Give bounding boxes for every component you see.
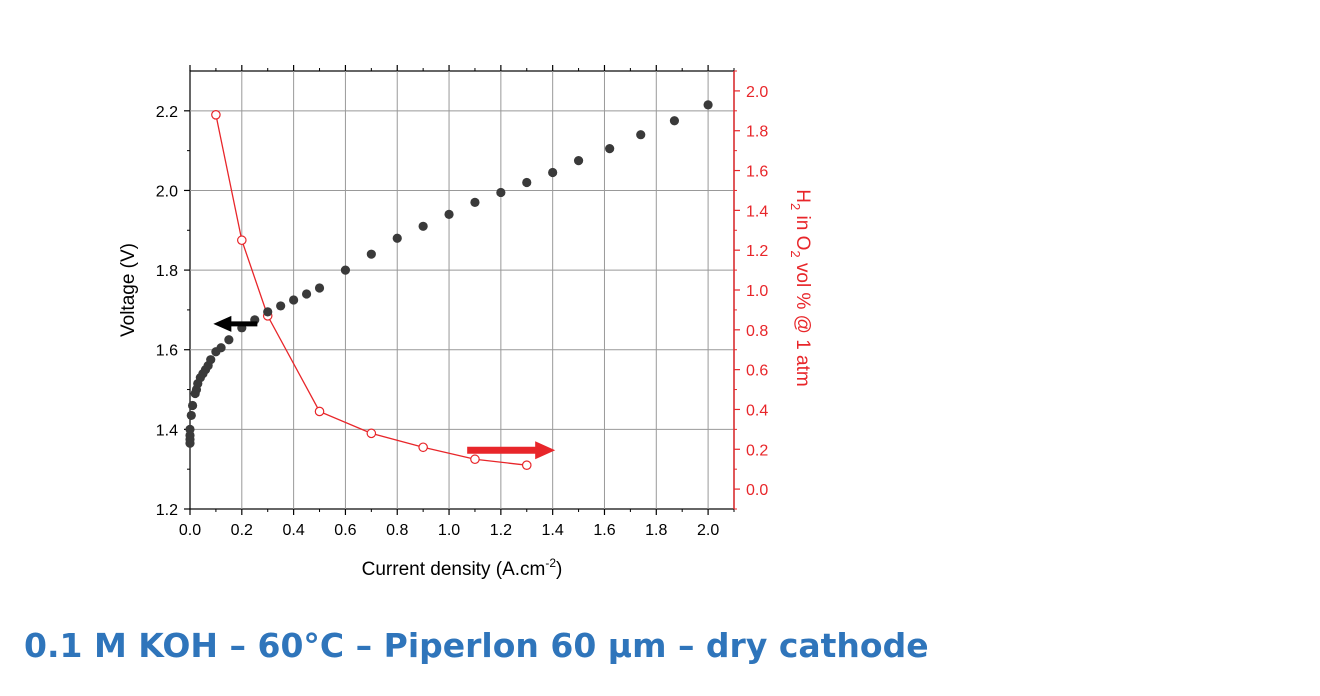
x-tick-label: 1.2 bbox=[490, 522, 512, 539]
y-tick-label: 1.2 bbox=[156, 502, 178, 519]
voltage-data-point bbox=[186, 410, 196, 421]
axis-arrows bbox=[213, 315, 556, 460]
voltage-data-point bbox=[263, 307, 273, 317]
axis-ticks bbox=[184, 65, 740, 515]
x-tick-label: 2.0 bbox=[697, 522, 719, 539]
y2-tick-label: 1.2 bbox=[746, 243, 768, 260]
y-tick-label: 2.0 bbox=[156, 183, 178, 200]
voltage-data-point bbox=[187, 400, 198, 411]
h2-data-point bbox=[418, 442, 428, 453]
y-tick-label: 1.8 bbox=[156, 263, 178, 280]
y-gridlines bbox=[190, 110, 734, 430]
y-axis-title: Voltage (V) bbox=[118, 243, 139, 337]
h2-in-o2-series bbox=[211, 110, 532, 470]
voltage-data-point bbox=[392, 233, 402, 243]
y-tick-label: 1.6 bbox=[156, 343, 178, 360]
h2-data-point bbox=[211, 110, 221, 120]
x-tick-label: 1.8 bbox=[645, 522, 667, 539]
polarization-chart: 0.0 0.2 0.4 0.6 0.8 1.0 1.2 1.4 1.6 1.8 2.0 1.2 1.4… bbox=[118, 65, 813, 580]
y2-tick-label: 0.2 bbox=[746, 442, 768, 459]
y-tick-labels: 1.2 1.4 1.6 1.8 2.0 2.2 bbox=[156, 104, 178, 519]
y2-tick-label: 1.6 bbox=[746, 164, 768, 181]
h2-data-point bbox=[314, 406, 325, 417]
voltage-data-point bbox=[314, 283, 325, 293]
voltage-data-point bbox=[276, 301, 286, 311]
voltage-data-point bbox=[605, 144, 615, 154]
voltage-series bbox=[185, 100, 713, 448]
voltage-data-point bbox=[224, 335, 234, 345]
y2-tick-label: 2.0 bbox=[746, 84, 768, 101]
voltage-data-point bbox=[522, 177, 532, 188]
x-axis-title: Current density (A.cm-2) bbox=[362, 556, 563, 580]
voltage-data-point bbox=[206, 355, 216, 365]
y-tick-label: 1.4 bbox=[156, 422, 178, 439]
y2-axis-title: H2 in O2 vol % @ 1 atm bbox=[788, 189, 813, 386]
x-tick-label: 0.8 bbox=[386, 522, 408, 539]
y2-tick-label: 1.8 bbox=[746, 124, 768, 141]
y2-tick-label: 1.0 bbox=[746, 283, 768, 300]
x-tick-label: 0.0 bbox=[179, 522, 201, 539]
right-arrow bbox=[467, 441, 556, 460]
voltage-data-point bbox=[366, 249, 376, 259]
x-tick-label: 0.4 bbox=[282, 522, 304, 539]
h2-data-point bbox=[521, 460, 532, 470]
voltage-data-point bbox=[340, 265, 351, 275]
voltage-data-point bbox=[669, 116, 680, 126]
x-tick-labels: 0.0 0.2 0.4 0.6 0.8 1.0 1.2 1.4 1.6 1.8 2.0 bbox=[179, 522, 719, 539]
x-tick-label: 1.4 bbox=[542, 522, 564, 539]
voltage-data-point bbox=[573, 155, 584, 166]
voltage-data-point bbox=[444, 209, 454, 219]
h2-series-line bbox=[215, 114, 527, 466]
x-tick-label: 0.6 bbox=[334, 522, 356, 539]
y2-tick-label: 0.4 bbox=[746, 402, 768, 419]
h2-data-point bbox=[237, 235, 247, 246]
y-tick-label: 2.2 bbox=[156, 104, 178, 121]
y2-tick-label: 0.8 bbox=[746, 323, 768, 340]
h2-data-point bbox=[470, 454, 480, 465]
voltage-data-point bbox=[636, 130, 646, 140]
voltage-data-point bbox=[289, 295, 299, 305]
caption-title: 0.1 M KOH – 60°C – Piperlon 60 µm – dry … bbox=[24, 626, 929, 665]
y2-tick-label: 0.6 bbox=[746, 363, 768, 380]
y2-tick-label: 0.0 bbox=[746, 482, 768, 499]
y2-tick-label: 1.4 bbox=[746, 203, 768, 220]
x-tick-label: 0.2 bbox=[231, 522, 253, 539]
voltage-data-point bbox=[548, 167, 558, 178]
voltage-data-point bbox=[185, 424, 195, 434]
h2-data-point bbox=[366, 428, 377, 439]
plot-frame bbox=[189, 70, 735, 510]
x-tick-label: 1.0 bbox=[438, 522, 460, 539]
x-tick-label: 1.6 bbox=[593, 522, 615, 539]
voltage-data-point bbox=[703, 100, 713, 110]
voltage-data-point bbox=[418, 221, 428, 231]
voltage-data-point bbox=[496, 187, 506, 198]
voltage-data-point bbox=[301, 289, 312, 299]
left-arrow bbox=[213, 315, 258, 332]
x-gridlines bbox=[241, 71, 709, 509]
voltage-data-point bbox=[216, 343, 226, 353]
y2-tick-labels: 0.0 0.2 0.4 0.6 0.8 1.0 1.2 1.4 1.6 1.8 2.0 bbox=[746, 84, 768, 499]
voltage-data-point bbox=[470, 197, 480, 207]
